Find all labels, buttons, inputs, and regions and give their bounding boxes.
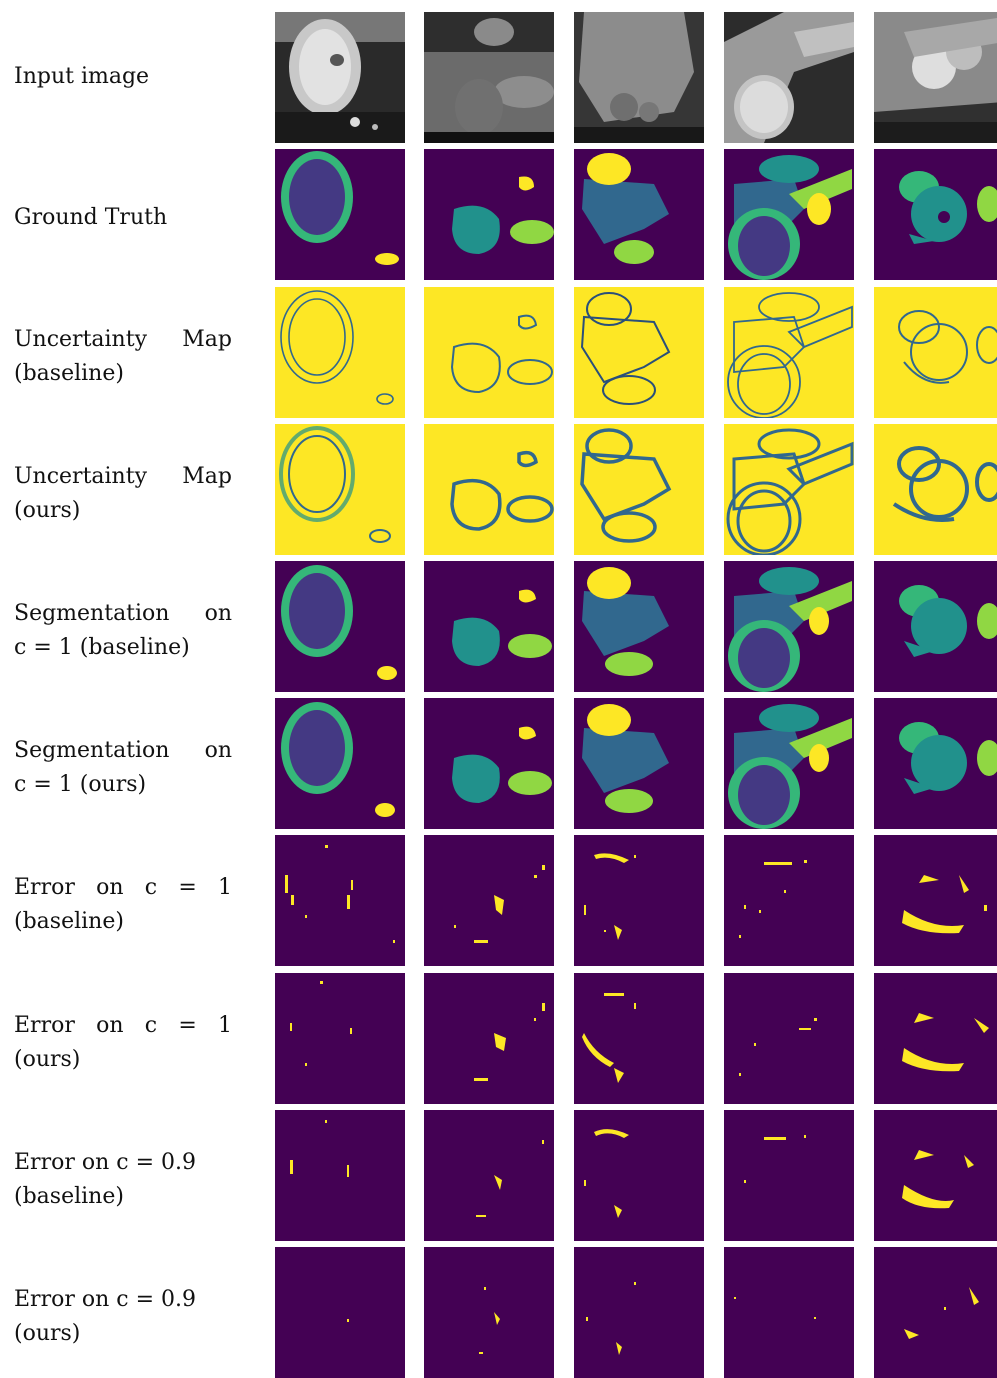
row-ground-truth: Ground Truth <box>0 149 997 280</box>
error-c09-baseline-1 <box>275 1110 405 1241</box>
uncertainty-map-baseline-5 <box>874 287 997 418</box>
segmentation-ours-4 <box>724 698 854 829</box>
uncertainty-map-ours-2 <box>424 424 554 555</box>
uncertainty-map-baseline-1 <box>275 287 405 418</box>
row-label-line: Segmentation on <box>14 738 232 763</box>
row-uncertainty-ours: Uncertainty Map (ours) <box>0 424 997 555</box>
row-label-line: c = 1 (baseline) <box>14 635 190 660</box>
segmentation-baseline-5 <box>874 561 997 692</box>
segmentation-ours-3 <box>574 698 704 829</box>
segmentation-ours-1 <box>275 698 405 829</box>
row-label-line: Uncertainty Map <box>14 327 232 352</box>
row-label-line: (baseline) <box>14 1184 124 1209</box>
segmentation-ours-2 <box>424 698 554 829</box>
uncertainty-map-ours-3 <box>574 424 704 555</box>
row-label: Error on c = 0.9 (ours) <box>14 1283 232 1351</box>
segmentation-baseline-4 <box>724 561 854 692</box>
row-label: Error on c = 1 (ours) <box>14 1009 232 1077</box>
row-label-line: Segmentation on <box>14 601 232 626</box>
seg-ground-truth-4 <box>724 149 854 280</box>
error-c09-ours-1 <box>275 1247 405 1378</box>
seg-ground-truth-2 <box>424 149 554 280</box>
row-label: Uncertainty Map (ours) <box>14 460 232 528</box>
error-c09-baseline-3 <box>574 1110 704 1241</box>
uncertainty-map-baseline-2 <box>424 287 554 418</box>
error-c1-baseline-2 <box>424 835 554 966</box>
error-c1-ours-2 <box>424 973 554 1104</box>
row-label: Segmentation on c = 1 (ours) <box>14 734 232 802</box>
error-c1-ours-5 <box>874 973 997 1104</box>
row-label-line: Uncertainty Map <box>14 464 232 489</box>
row-uncertainty-baseline: Uncertainty Map (baseline) <box>0 287 997 418</box>
uncertainty-map-ours-4 <box>724 424 854 555</box>
seg-ground-truth-5 <box>874 149 997 280</box>
row-label-line: (ours) <box>14 1321 81 1346</box>
row-label: Uncertainty Map (baseline) <box>14 323 232 391</box>
error-c09-ours-4 <box>724 1247 854 1378</box>
error-c1-baseline-3 <box>574 835 704 966</box>
row-label-line: Error on c = 0.9 <box>14 1287 196 1312</box>
uncertainty-map-baseline-4 <box>724 287 854 418</box>
row-label-line: (baseline) <box>14 361 124 386</box>
segmentation-baseline-1 <box>275 561 405 692</box>
error-c1-ours-1 <box>275 973 405 1104</box>
row-error-c09-baseline: Error on c = 0.9 (baseline) <box>0 1110 997 1241</box>
row-input-image: Input image <box>0 12 997 143</box>
row-error-c1-baseline: Error on c = 1 (baseline) <box>0 835 997 966</box>
seg-ground-truth-3 <box>574 149 704 280</box>
error-c09-ours-5 <box>874 1247 997 1378</box>
row-label: Input image <box>14 60 232 94</box>
row-segmentation-ours: Segmentation on c = 1 (ours) <box>0 698 997 829</box>
row-label-line: Error on c = 1 <box>14 1013 232 1038</box>
row-label-line: Error on c = 0.9 <box>14 1150 196 1175</box>
row-error-c1-ours: Error on c = 1 (ours) <box>0 973 997 1104</box>
row-label-line: (ours) <box>14 498 81 523</box>
error-c09-baseline-5 <box>874 1110 997 1241</box>
error-c1-ours-4 <box>724 973 854 1104</box>
ct-image-5 <box>874 12 997 143</box>
seg-ground-truth-1 <box>275 149 405 280</box>
error-c1-baseline-4 <box>724 835 854 966</box>
row-label-line: Error on c = 1 <box>14 875 232 900</box>
row-segmentation-baseline: Segmentation on c = 1 (baseline) <box>0 561 997 692</box>
error-c09-ours-3 <box>574 1247 704 1378</box>
segmentation-ours-5 <box>874 698 997 829</box>
error-c1-baseline-1 <box>275 835 405 966</box>
error-c1-ours-3 <box>574 973 704 1104</box>
error-c09-ours-2 <box>424 1247 554 1378</box>
ct-image-2 <box>424 12 554 143</box>
error-c1-baseline-5 <box>874 835 997 966</box>
ct-image-1 <box>275 12 405 143</box>
row-label-line: (baseline) <box>14 909 124 934</box>
uncertainty-map-ours-5 <box>874 424 997 555</box>
error-c09-baseline-4 <box>724 1110 854 1241</box>
row-label-line: Input image <box>14 64 150 89</box>
row-label: Segmentation on c = 1 (baseline) <box>14 597 232 665</box>
uncertainty-map-ours-1 <box>275 424 405 555</box>
segmentation-baseline-3 <box>574 561 704 692</box>
row-label-line: (ours) <box>14 1047 81 1072</box>
segmentation-baseline-2 <box>424 561 554 692</box>
row-label-line: Ground Truth <box>14 205 168 230</box>
uncertainty-map-baseline-3 <box>574 287 704 418</box>
row-label-line: c = 1 (ours) <box>14 772 147 797</box>
row-label: Error on c = 0.9 (baseline) <box>14 1146 232 1214</box>
ct-image-4 <box>724 12 854 143</box>
row-error-c09-ours: Error on c = 0.9 (ours) <box>0 1247 997 1378</box>
ct-image-3 <box>574 12 704 143</box>
error-c09-baseline-2 <box>424 1110 554 1241</box>
row-label: Error on c = 1 (baseline) <box>14 871 232 939</box>
row-label: Ground Truth <box>14 201 232 235</box>
